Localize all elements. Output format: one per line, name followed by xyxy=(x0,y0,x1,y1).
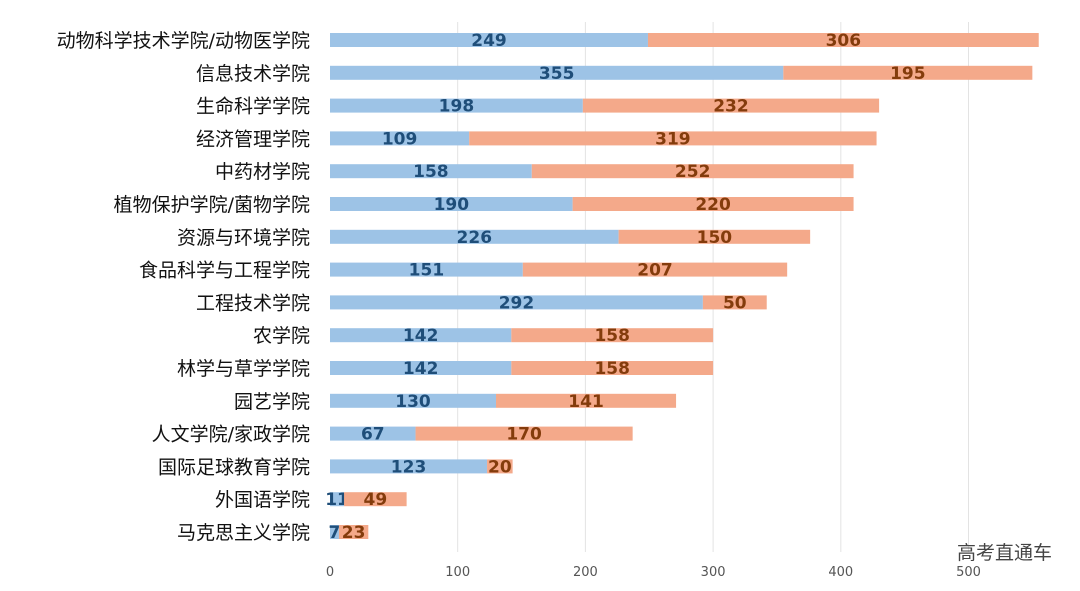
data-label: 151 xyxy=(409,261,445,281)
bar-segment-1 xyxy=(487,459,513,474)
bar-segment-1 xyxy=(531,164,854,179)
bar-segment-1 xyxy=(415,426,633,441)
category-label: 植物保护学院/菌物学院 xyxy=(114,194,310,216)
data-label: 50 xyxy=(723,293,747,313)
category-label: 食品科学与工程学院 xyxy=(139,260,310,282)
bar-segment-1 xyxy=(338,525,369,539)
bar-segment-1 xyxy=(582,98,880,113)
data-label: 319 xyxy=(655,129,691,149)
data-label: 252 xyxy=(675,162,711,182)
bar-segment-0 xyxy=(330,328,512,343)
data-label: 292 xyxy=(499,293,535,313)
bar-segment-0 xyxy=(330,393,497,408)
data-label: 11 xyxy=(325,490,349,510)
data-label: 306 xyxy=(826,31,862,51)
x-tick-label: 300 xyxy=(701,565,726,580)
bar-segment-0 xyxy=(330,229,619,244)
bar-segment-1 xyxy=(783,65,1033,80)
category-label: 中药材学院 xyxy=(215,161,310,183)
data-label: 150 xyxy=(697,228,733,248)
category-label: 信息技术学院 xyxy=(196,63,310,85)
data-label: 109 xyxy=(382,129,418,149)
data-label: 355 xyxy=(539,64,575,84)
category-label: 生命科学学院 xyxy=(196,96,310,118)
data-label: 249 xyxy=(471,31,507,51)
bar-segment-0 xyxy=(330,426,416,441)
category-label: 林学与草学学院 xyxy=(177,358,310,380)
bar-segment-0 xyxy=(330,98,583,113)
category-label: 动物科学技术学院/动物医学院 xyxy=(57,30,310,52)
bar-segment-0 xyxy=(330,33,648,47)
bar-segment-1 xyxy=(511,328,714,343)
data-label: 7 xyxy=(329,523,341,543)
category-label: 资源与环境学院 xyxy=(177,227,310,249)
category-label: 外国语学院 xyxy=(215,489,310,511)
bar-segment-1 xyxy=(344,492,407,507)
category-label: 农学院 xyxy=(253,325,310,347)
data-label: 158 xyxy=(594,326,630,346)
bar-segment-0 xyxy=(330,197,573,211)
category-label: 人文学院/家政学院 xyxy=(152,424,310,446)
bar-segment-0 xyxy=(330,492,345,507)
data-label: 170 xyxy=(506,425,542,445)
data-label: 158 xyxy=(413,162,449,182)
category-label: 国际足球教育学院 xyxy=(158,456,310,478)
data-label: 232 xyxy=(713,97,749,117)
data-label: 226 xyxy=(457,228,493,248)
bar-segment-0 xyxy=(330,295,703,310)
bar-segment-0 xyxy=(330,65,784,80)
data-label: 130 xyxy=(395,392,431,412)
x-tick-label: 400 xyxy=(828,565,853,580)
data-label: 67 xyxy=(361,425,385,445)
bar-segment-1 xyxy=(618,229,811,244)
x-tick-label: 100 xyxy=(445,565,470,580)
bar-segment-1 xyxy=(496,393,677,408)
category-label: 经济管理学院 xyxy=(196,128,310,150)
bar-segment-1 xyxy=(647,33,1039,47)
data-label: 123 xyxy=(391,457,427,477)
data-label: 220 xyxy=(695,195,731,215)
data-label: 142 xyxy=(403,359,439,379)
bar-segment-1 xyxy=(511,361,714,375)
watermark: 高考直通车 xyxy=(956,542,1052,564)
bar-segment-0 xyxy=(330,131,470,146)
bar-segment-0 xyxy=(330,525,339,539)
data-label: 141 xyxy=(568,392,604,412)
data-label: 207 xyxy=(637,261,673,281)
data-label: 195 xyxy=(890,64,926,84)
data-label: 142 xyxy=(403,326,439,346)
bar-segment-0 xyxy=(330,459,488,474)
data-label: 190 xyxy=(434,195,470,215)
data-label: 49 xyxy=(363,490,387,510)
bar-segment-0 xyxy=(330,262,523,277)
bar-segment-1 xyxy=(522,262,788,277)
category-label: 工程技术学院 xyxy=(196,292,310,314)
data-label: 158 xyxy=(594,359,630,379)
data-label: 23 xyxy=(342,523,366,543)
bar-segment-0 xyxy=(330,164,532,179)
bar-segment-1 xyxy=(702,295,767,310)
bar-segment-0 xyxy=(330,361,512,375)
x-tick-label: 0 xyxy=(326,565,334,580)
data-label: 20 xyxy=(488,457,512,477)
x-tick-label: 500 xyxy=(956,565,981,580)
category-label: 园艺学院 xyxy=(234,391,310,413)
x-tick-label: 200 xyxy=(573,565,598,580)
bar-segment-1 xyxy=(469,131,877,146)
data-label: 198 xyxy=(439,97,475,117)
category-label: 马克思主义学院 xyxy=(177,522,310,544)
bar-segment-1 xyxy=(572,197,854,211)
